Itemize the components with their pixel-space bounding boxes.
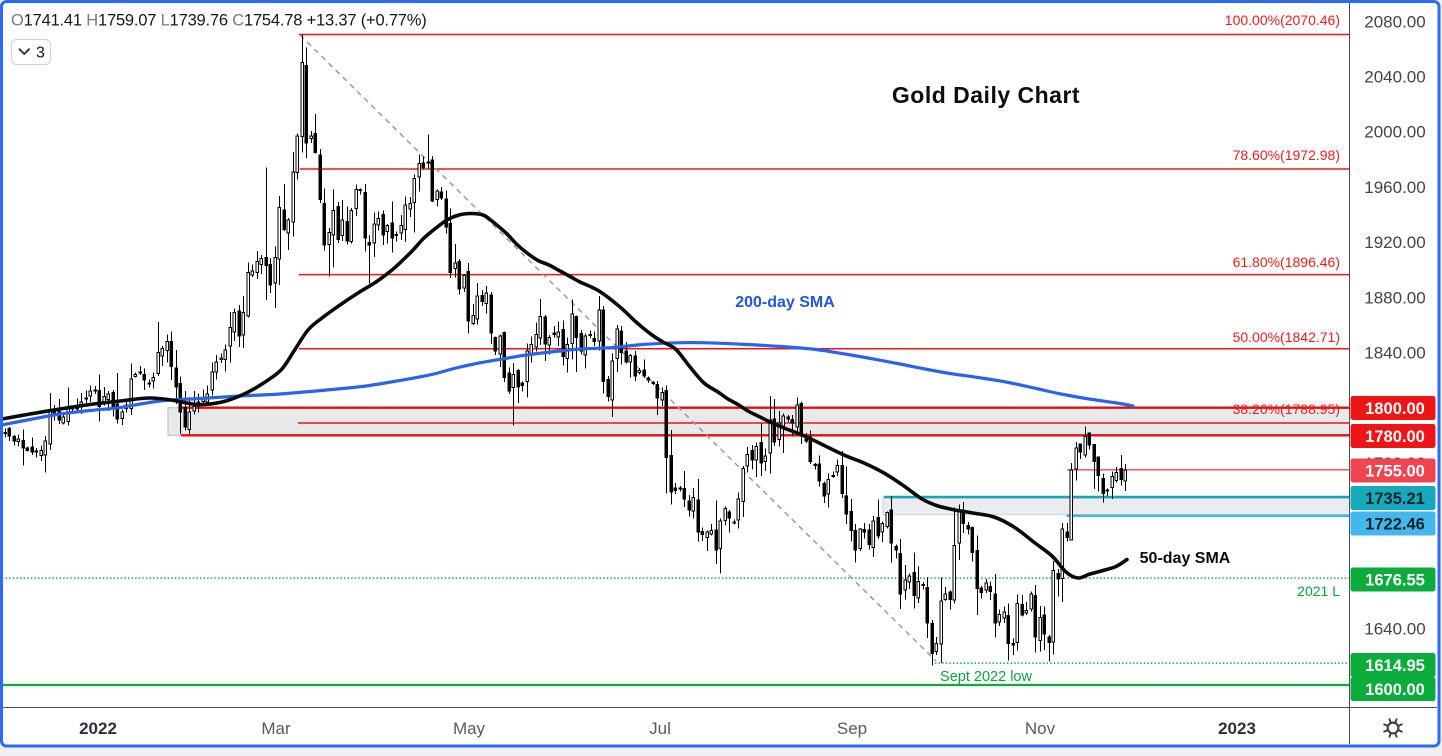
svg-text:1920.00: 1920.00 <box>1364 233 1425 252</box>
svg-text:2080.00: 2080.00 <box>1364 12 1425 31</box>
svg-text:38.20%(1788.95): 38.20%(1788.95) <box>1233 401 1340 417</box>
svg-text:Gold Daily Chart: Gold Daily Chart <box>892 82 1080 108</box>
svg-text:100.00%(2070.46): 100.00%(2070.46) <box>1225 12 1340 28</box>
svg-text:1722.46: 1722.46 <box>1365 516 1425 534</box>
svg-text:1840.00: 1840.00 <box>1364 344 1425 363</box>
svg-text:1960.00: 1960.00 <box>1364 178 1425 197</box>
svg-text:Mar: Mar <box>261 719 291 738</box>
svg-text:1676.55: 1676.55 <box>1365 572 1425 590</box>
svg-text:200-day SMA: 200-day SMA <box>735 294 835 311</box>
svg-text:50.00%(1842.71): 50.00%(1842.71) <box>1233 329 1340 345</box>
svg-text:1614.95: 1614.95 <box>1365 657 1425 675</box>
svg-text:78.60%(1972.98): 78.60%(1972.98) <box>1233 147 1340 163</box>
svg-text:61.80%(1896.46): 61.80%(1896.46) <box>1233 254 1340 270</box>
svg-text:1880.00: 1880.00 <box>1364 288 1425 307</box>
svg-text:Sept 2022 low: Sept 2022 low <box>940 669 1032 685</box>
svg-text:2023: 2023 <box>1218 719 1256 738</box>
svg-text:1780.00: 1780.00 <box>1365 428 1425 446</box>
svg-text:Sep: Sep <box>837 719 867 738</box>
svg-text:Nov: Nov <box>1025 719 1056 738</box>
svg-text:1755.00: 1755.00 <box>1365 463 1425 481</box>
svg-text:2021 L: 2021 L <box>1297 583 1340 599</box>
svg-text:1735.21: 1735.21 <box>1365 490 1425 508</box>
svg-text:O1741.41 H1759.07 L1739.76 C17: O1741.41 H1759.07 L1739.76 C1754.78 +13.… <box>11 12 427 30</box>
svg-text:50-day SMA: 50-day SMA <box>1140 550 1231 567</box>
svg-text:1600.00: 1600.00 <box>1365 681 1425 699</box>
svg-text:2022: 2022 <box>79 719 117 738</box>
svg-text:Jul: Jul <box>649 719 671 738</box>
svg-text:3: 3 <box>36 45 45 62</box>
svg-text:1800.00: 1800.00 <box>1365 400 1425 418</box>
svg-text:2000.00: 2000.00 <box>1364 123 1425 142</box>
svg-text:2040.00: 2040.00 <box>1364 68 1425 87</box>
svg-text:1640.00: 1640.00 <box>1364 620 1425 639</box>
svg-text:May: May <box>453 719 486 738</box>
